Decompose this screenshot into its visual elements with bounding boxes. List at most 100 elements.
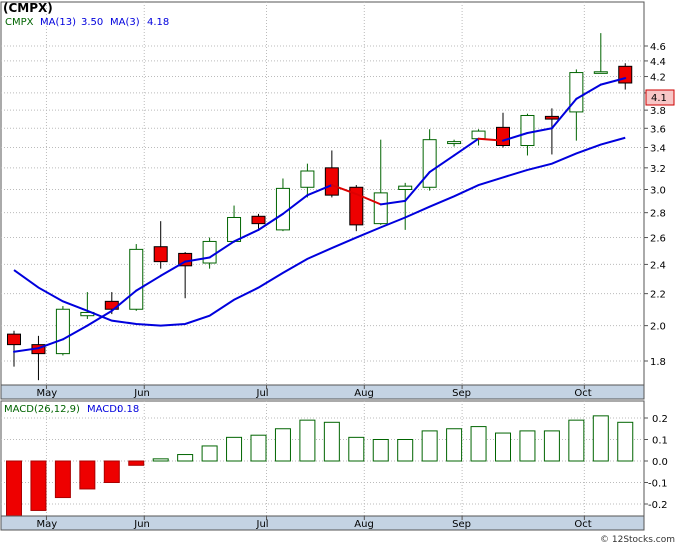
- macd-tick-label: 0.0: [652, 457, 668, 468]
- candle: [447, 139, 462, 147]
- month-label: Jun: [133, 388, 150, 399]
- candle-body: [496, 126, 510, 147]
- macd-tick-label: -0.1: [648, 479, 668, 490]
- month-label: Jul: [256, 519, 269, 530]
- candle: [373, 139, 388, 225]
- macd-bar: [226, 436, 243, 462]
- ma3-segment: [110, 289, 138, 312]
- candle: [7, 330, 21, 367]
- price-tick-label: 4.4: [650, 57, 666, 68]
- month-label: Sep: [452, 519, 471, 530]
- month-label: Jun: [133, 519, 150, 530]
- macd-bar: [128, 460, 145, 466]
- chart-title: (CMPX): [3, 1, 53, 15]
- last-price-tag: [645, 89, 675, 106]
- macd-bar: [250, 434, 267, 462]
- ma3-segment: [404, 171, 431, 202]
- price-tick-label: 2.6: [650, 234, 666, 245]
- month-label: Jul: [256, 388, 269, 399]
- price-tick-label: 3.2: [650, 164, 666, 175]
- candle: [324, 150, 339, 198]
- macd-tick-label: 0.2: [652, 414, 668, 425]
- legend-ma13-label: MA(13): [40, 17, 76, 28]
- macd-bars: [6, 415, 634, 518]
- price-tick-label: 2.4: [650, 260, 666, 271]
- macd-month-axis: [0, 515, 645, 531]
- candle-body: [349, 186, 364, 226]
- candle: [129, 244, 144, 311]
- macd-legend-value: 0.18: [117, 404, 139, 415]
- candle: [349, 185, 364, 232]
- price-tick-label: 1.8: [650, 357, 666, 368]
- price-month-axis: [0, 384, 645, 400]
- price-tick-label: 3.0: [650, 186, 666, 197]
- ma13-line: [13, 136, 626, 327]
- ma3-segment: [453, 137, 480, 157]
- macd-bar: [6, 460, 22, 518]
- ma3-segment: [135, 274, 162, 292]
- macd-panel: [0, 400, 645, 517]
- macd-axis: -0.2 -0.1 0.0 0.1 0.2: [644, 414, 668, 511]
- price-tick-label: 4.2: [650, 73, 666, 84]
- ma3-segment: [37, 338, 64, 350]
- macd-bar: [397, 439, 414, 462]
- macd-bar: [79, 460, 96, 490]
- macd-bar: [495, 432, 511, 462]
- candle-body: [569, 72, 584, 113]
- price-tick-label: 3.4: [650, 143, 666, 154]
- candle: [251, 213, 266, 229]
- candle: [300, 163, 315, 198]
- ma3-segment: [61, 324, 89, 341]
- macd-bar: [299, 419, 316, 462]
- ma3-line: [13, 77, 627, 353]
- macd-bar: [177, 454, 194, 462]
- macd-bar: [519, 430, 536, 462]
- candle-body: [422, 139, 437, 188]
- watermark: © 12Stocks.com: [600, 535, 675, 545]
- candle: [593, 33, 608, 74]
- ma3-segment: [428, 154, 456, 174]
- ma3-segment: [355, 193, 382, 206]
- candle-body: [324, 167, 339, 196]
- ma3-segment: [526, 127, 553, 134]
- legend-ma13-value: 3.50: [81, 17, 103, 28]
- legend-ma3-value: 4.18: [147, 17, 169, 28]
- legend-ma3-label: MA(3): [110, 17, 140, 28]
- ma3-segment: [599, 77, 627, 86]
- candle-body: [153, 246, 168, 263]
- price-axis: 1.82.02.22.42.62.83.03.23.43.63.84.04.24…: [644, 42, 666, 368]
- macd-bar: [568, 419, 585, 462]
- candle-body: [520, 114, 535, 147]
- candle-body: [447, 141, 462, 145]
- macd-bar: [543, 430, 560, 462]
- macd-bar: [348, 436, 365, 462]
- candle-body: [373, 192, 388, 225]
- month-label: May: [36, 388, 57, 399]
- month-label: Aug: [354, 519, 374, 530]
- macd-legend-label: MACD(26,12,9): [4, 404, 80, 415]
- macd-bar: [592, 415, 609, 462]
- month-label: May: [36, 519, 57, 530]
- macd-bar: [323, 421, 340, 462]
- ma3-segment: [550, 97, 578, 130]
- macd-tick-label: 0.1: [652, 436, 668, 447]
- ma3-segment: [159, 260, 187, 277]
- macd-bar: [372, 439, 389, 462]
- macd-bar: [30, 460, 47, 511]
- ma3-segment: [13, 347, 40, 353]
- macd-bar: [470, 426, 487, 462]
- candle: [153, 221, 168, 269]
- ma3-segment: [257, 212, 284, 231]
- candle-body: [55, 308, 70, 355]
- ma3-segment: [379, 199, 407, 206]
- candle-body: [398, 185, 413, 191]
- month-label: Oct: [574, 388, 591, 399]
- last-price-label: 4.1: [651, 93, 667, 104]
- candle-body: [618, 65, 633, 84]
- ma3-segment: [86, 309, 113, 327]
- ma3-segment: [233, 228, 260, 243]
- ma3-segment: [502, 131, 529, 142]
- candle: [520, 113, 535, 156]
